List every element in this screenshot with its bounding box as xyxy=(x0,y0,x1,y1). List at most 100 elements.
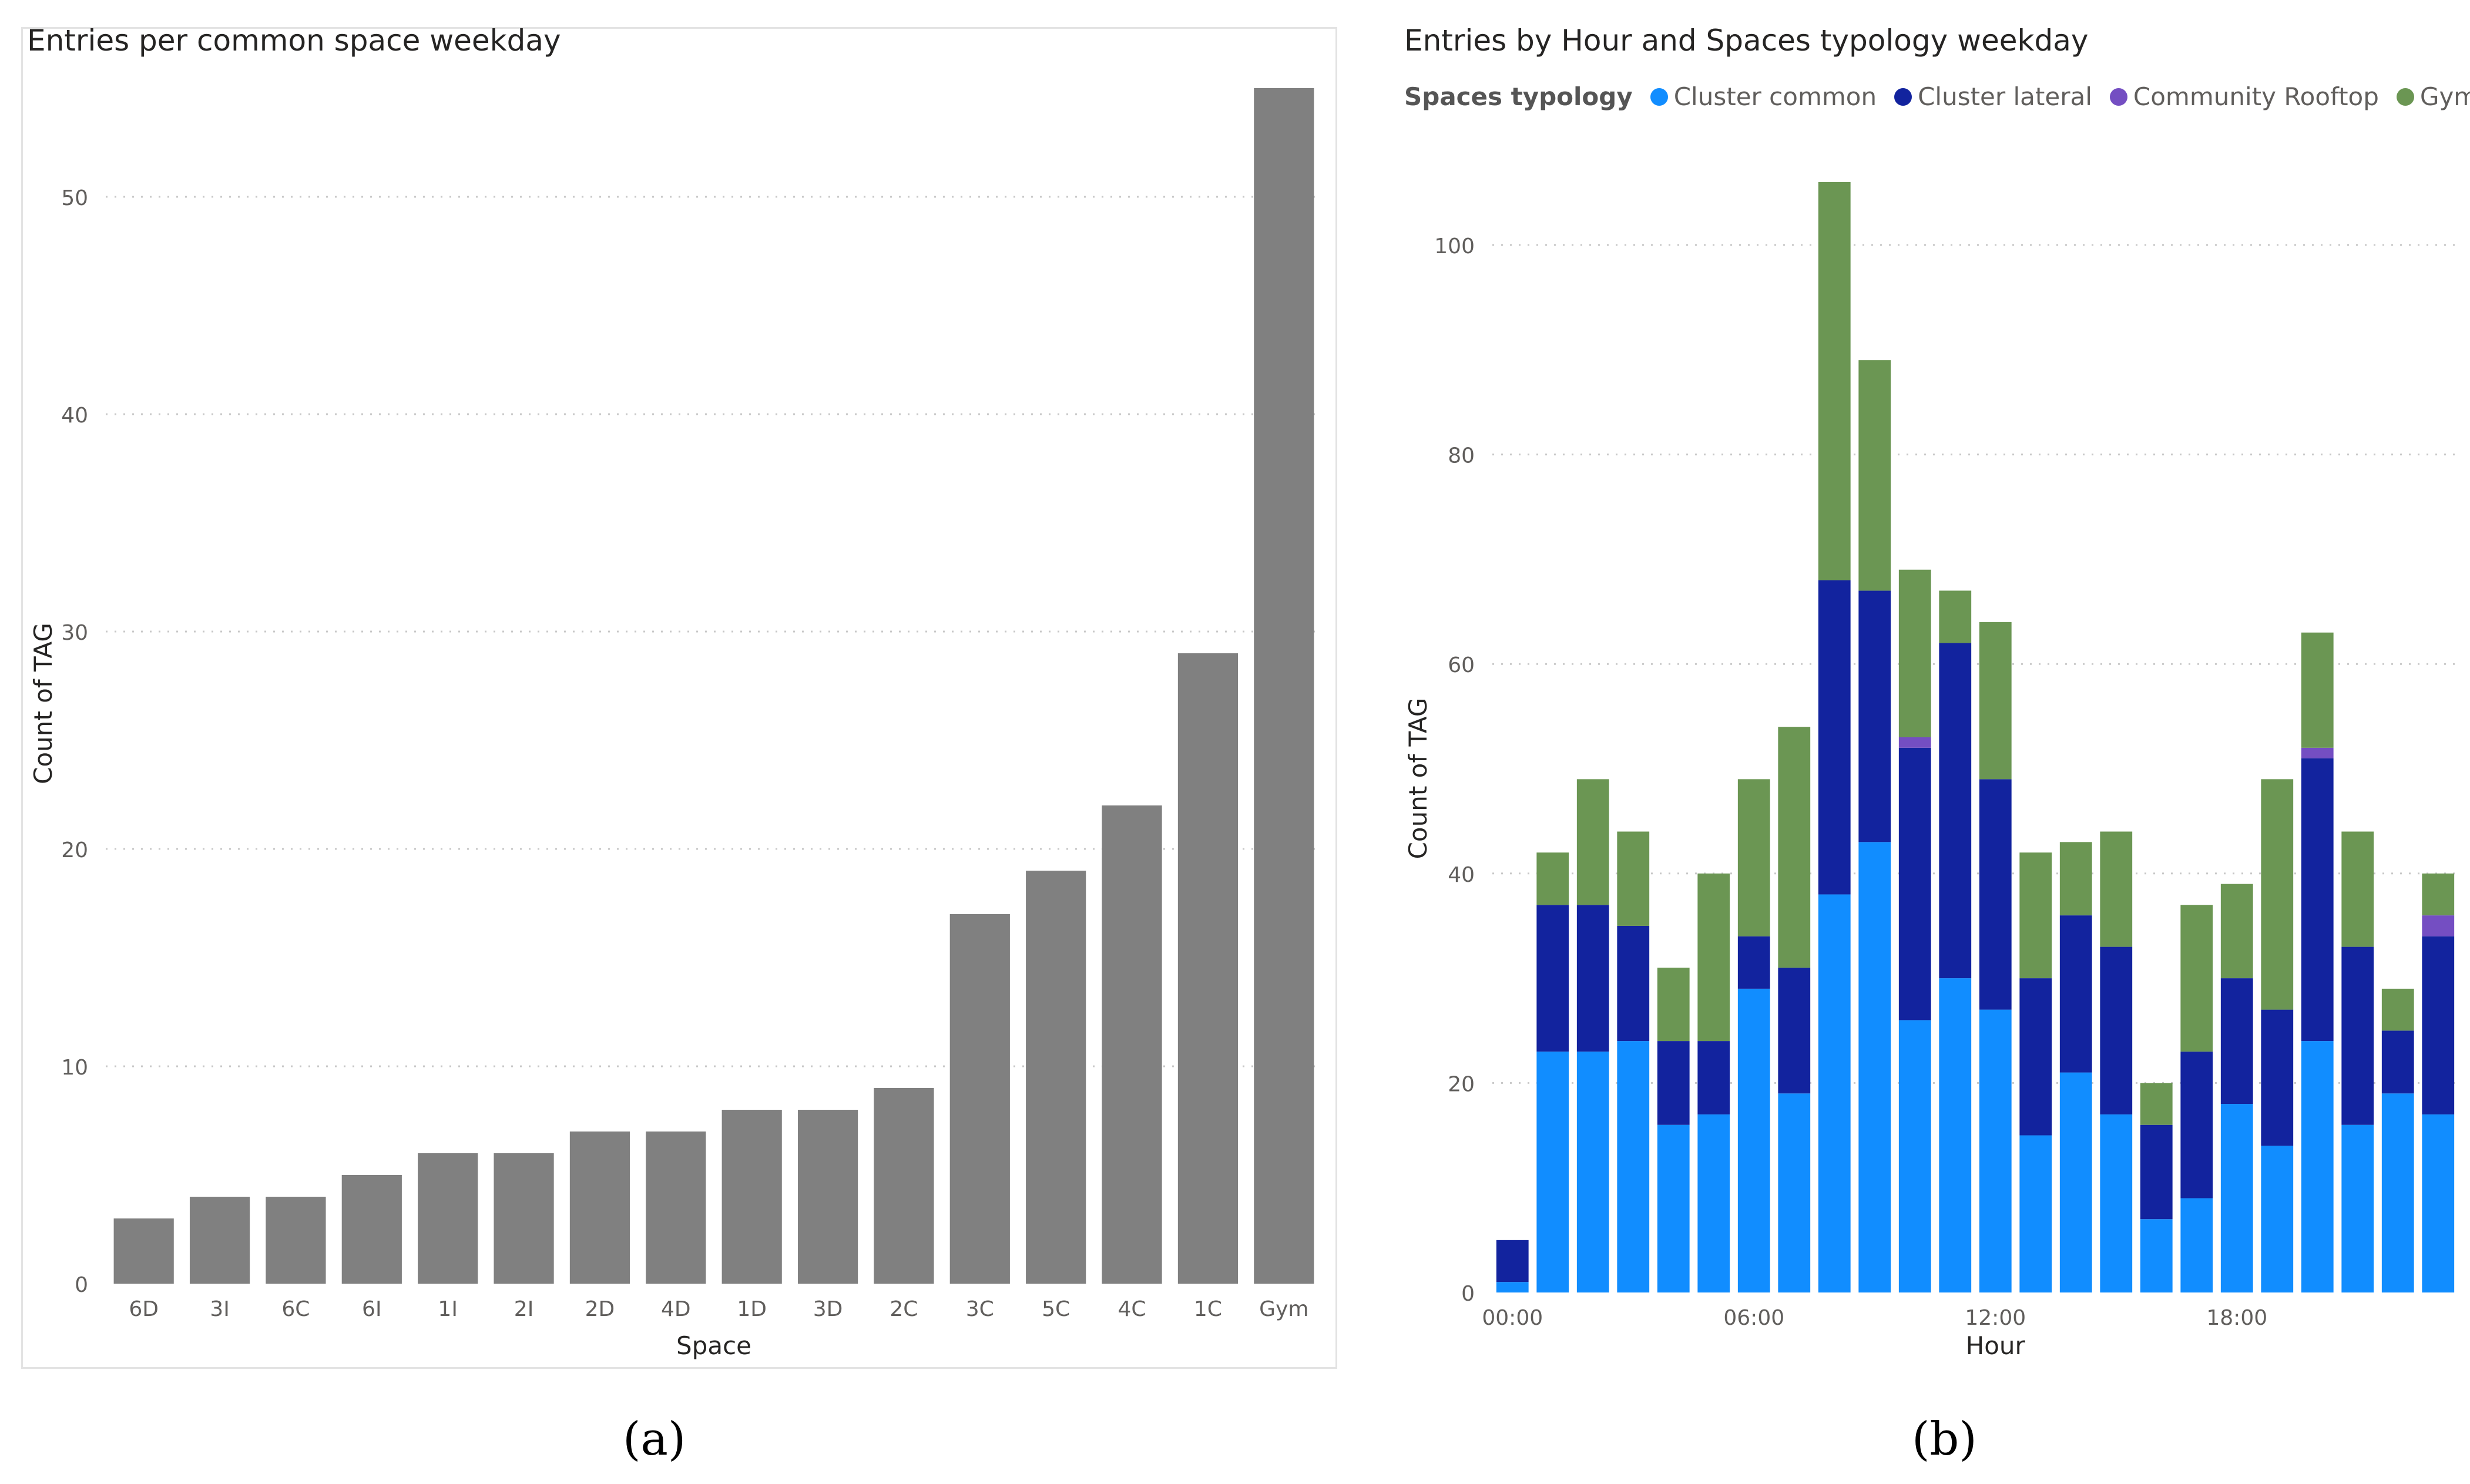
caption-b: (b) xyxy=(1912,1413,1977,1466)
bar-segment-cluster-common-hour-18 xyxy=(2220,1104,2253,1292)
legend-title: Spaces typology xyxy=(1404,82,1633,111)
bar-segment-cluster-lateral-hour-12 xyxy=(1979,779,2012,1010)
bar-segment-gym-hour-7 xyxy=(1778,727,1811,968)
bar-segment-gym-hour-8 xyxy=(1818,182,1851,580)
bar-segment-cluster-common-hour-7 xyxy=(1778,1093,1811,1292)
bar-6d xyxy=(113,1218,174,1284)
bar-segment-cluster-lateral-hour-10 xyxy=(1898,747,1931,1020)
x-tick-label: 6D xyxy=(129,1297,159,1321)
bar-segment-cluster-lateral-hour-17 xyxy=(2180,1051,2213,1198)
bar-segment-cluster-lateral-hour-16 xyxy=(2140,1124,2173,1220)
x-tick-label: 06:00 xyxy=(1723,1306,1784,1330)
legend-label-community-rooftop: Community Rooftop xyxy=(2133,82,2379,111)
bar-segment-cluster-lateral-hour-19 xyxy=(2261,1009,2294,1146)
y-tick-label: 30 xyxy=(61,621,88,645)
bar-segment-cluster-common-hour-6 xyxy=(1737,988,1770,1292)
x-tick-label: 2I xyxy=(514,1297,534,1321)
legend-item-cluster-lateral[interactable]: Cluster lateral xyxy=(1894,82,2092,111)
bar-segment-cluster-lateral-hour-7 xyxy=(1778,968,1811,1094)
bar-segment-cluster-common-hour-0 xyxy=(1496,1282,1529,1292)
bar-segment-cluster-common-hour-2 xyxy=(1576,1051,1609,1292)
x-tick-label: 00:00 xyxy=(1482,1306,1543,1330)
y-tick-label: 10 xyxy=(61,1056,88,1080)
bar-segment-gym-hour-9 xyxy=(1858,360,1891,591)
chart-b-title: Entries by Hour and Spaces typology week… xyxy=(1404,23,2089,58)
bar-segment-cluster-lateral-hour-9 xyxy=(1858,590,1891,842)
bar-segment-cluster-common-hour-23 xyxy=(2422,1114,2455,1292)
chart-b-legend: Spaces typology Cluster common Cluster l… xyxy=(1404,82,2470,111)
y-tick-label: 60 xyxy=(1448,653,1475,677)
bar-1d xyxy=(721,1110,782,1284)
bar-segment-cluster-common-hour-10 xyxy=(1898,1020,1931,1292)
y-axis-title: Count of TAG xyxy=(29,623,58,784)
bar-segment-gym-hour-4 xyxy=(1657,968,1690,1042)
chart-b-plot: 0 20 40 60 80 100 00:00 06:00 12:00 18:00 Hour Coun… xyxy=(1404,182,2458,1360)
x-tick-label: 1I xyxy=(438,1297,458,1321)
legend-item-community-rooftop[interactable]: Community Rooftop xyxy=(2109,82,2379,111)
bar-segment-cluster-lateral-hour-4 xyxy=(1657,1041,1690,1125)
bar-segment-community-rooftop-hour-23 xyxy=(2422,915,2455,936)
bar-segment-cluster-common-hour-16 xyxy=(2140,1219,2173,1292)
bar-segment-gym-hour-17 xyxy=(2180,905,2213,1052)
bar-segment-gym-hour-12 xyxy=(1979,622,2012,780)
legend-dot-cluster-common xyxy=(1650,88,1668,106)
bar-3i xyxy=(189,1197,250,1284)
bar-2c xyxy=(874,1088,934,1284)
y-tick-label: 0 xyxy=(75,1273,88,1297)
x-tick-label: 2D xyxy=(585,1297,615,1321)
legend-dot-cluster-lateral xyxy=(1894,88,1912,106)
bar-segment-cluster-common-hour-20 xyxy=(2301,1041,2334,1292)
bar-4c xyxy=(1102,805,1162,1284)
legend-label-cluster-lateral: Cluster lateral xyxy=(1918,82,2092,111)
bar-segment-cluster-lateral-hour-8 xyxy=(1818,580,1851,895)
bar-segment-cluster-common-hour-9 xyxy=(1858,842,1891,1292)
bar-segment-gym-hour-14 xyxy=(2059,842,2092,916)
bar-4d xyxy=(646,1132,706,1284)
bar-segment-cluster-common-hour-8 xyxy=(1818,894,1851,1292)
bar-6i xyxy=(341,1175,402,1284)
legend-item-gym[interactable]: Gym xyxy=(2396,82,2470,111)
bar-segment-cluster-lateral-hour-0 xyxy=(1496,1240,1529,1282)
chart-a-plot: 0 10 20 30 40 50 6D 3I 6C 6I 1I 2I 2D 4D 1D 3D 2C 3C 5C 4C 1… xyxy=(29,88,1322,1360)
legend-item-cluster-common[interactable]: Cluster common xyxy=(1650,82,1877,111)
bar-segment-gym-hour-2 xyxy=(1576,779,1609,905)
bar-segment-gym-hour-11 xyxy=(1939,590,1972,643)
bar-segment-cluster-common-hour-1 xyxy=(1536,1051,1569,1292)
bar-segment-cluster-common-hour-4 xyxy=(1657,1124,1690,1292)
bar-gym xyxy=(1254,88,1314,1284)
bar-segment-cluster-common-hour-15 xyxy=(2100,1114,2133,1292)
x-tick-label: 18:00 xyxy=(2206,1306,2267,1330)
bar-2i xyxy=(494,1153,554,1284)
y-tick-label: 0 xyxy=(1461,1282,1475,1306)
bar-segment-gym-hour-23 xyxy=(2422,873,2455,916)
bar-segment-cluster-common-hour-17 xyxy=(2180,1198,2213,1292)
chart-panel-b: Entries by Hour and Spaces typology week… xyxy=(1375,0,2470,1386)
x-tick-label: 5C xyxy=(1042,1297,1070,1321)
legend-dot-community-rooftop xyxy=(2109,88,2127,106)
bar-segment-cluster-lateral-hour-2 xyxy=(1576,905,1609,1052)
x-tick-label: 4D xyxy=(661,1297,691,1321)
bar-segment-cluster-common-hour-22 xyxy=(2381,1093,2414,1292)
x-tick-label: 3C xyxy=(966,1297,994,1321)
bar-segment-cluster-common-hour-5 xyxy=(1697,1114,1730,1292)
bar-3d xyxy=(797,1110,858,1284)
bar-segment-gym-hour-5 xyxy=(1697,873,1730,1042)
y-axis-title: Count of TAG xyxy=(1404,698,1432,859)
x-axis-title: Space xyxy=(676,1331,751,1360)
bar-segment-gym-hour-18 xyxy=(2220,884,2253,979)
x-tick-label: Gym xyxy=(1259,1297,1308,1321)
bar-segment-cluster-lateral-hour-20 xyxy=(2301,758,2334,1042)
bar-segment-cluster-lateral-hour-3 xyxy=(1617,925,1650,1042)
y-tick-label: 20 xyxy=(61,838,88,862)
bar-2d xyxy=(569,1132,630,1284)
bar-segment-gym-hour-21 xyxy=(2341,831,2374,947)
bar-segment-cluster-lateral-hour-11 xyxy=(1939,643,1972,979)
bar-segment-cluster-common-hour-13 xyxy=(2019,1135,2052,1292)
bar-segment-cluster-lateral-hour-6 xyxy=(1737,936,1770,989)
bar-segment-cluster-common-hour-11 xyxy=(1939,978,1972,1292)
x-tick-label: 3D xyxy=(813,1297,843,1321)
y-tick-label: 40 xyxy=(61,404,88,428)
bar-segment-cluster-lateral-hour-22 xyxy=(2381,1030,2414,1094)
bar-1c xyxy=(1177,653,1239,1284)
x-tick-label: 12:00 xyxy=(1965,1306,2026,1330)
